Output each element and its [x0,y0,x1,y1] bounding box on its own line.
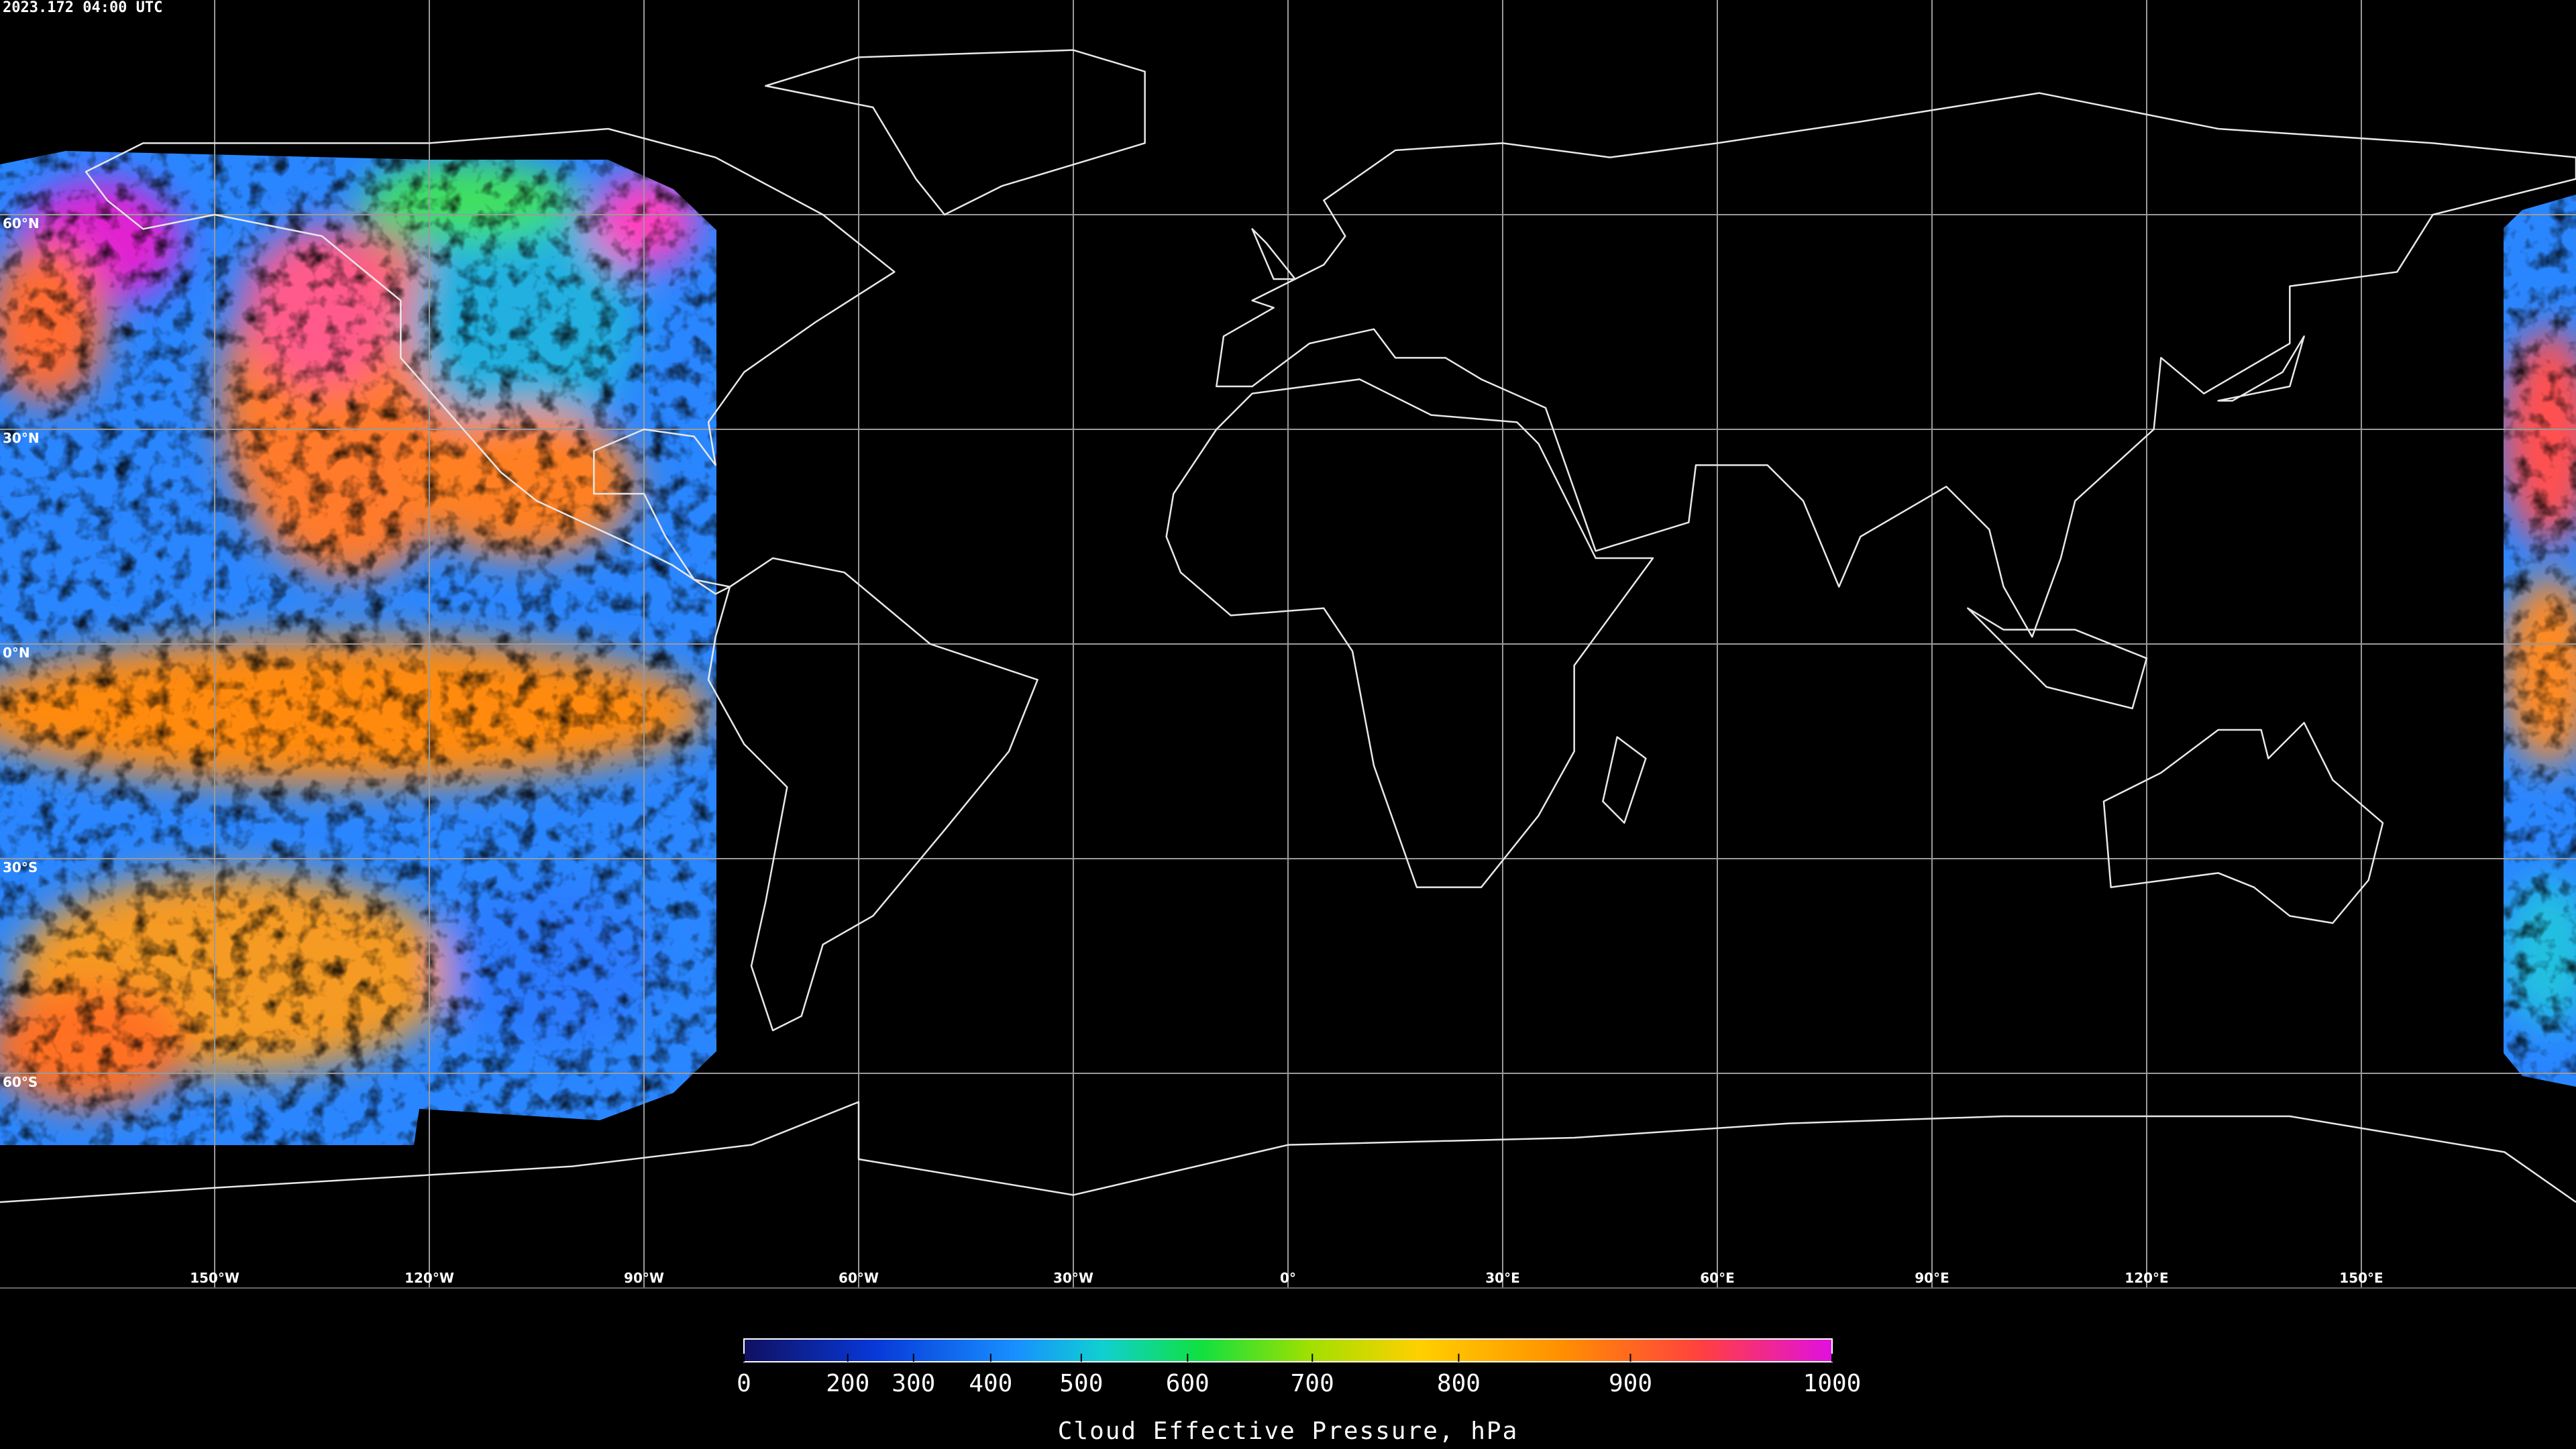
longitude-label: 150°W [190,1270,239,1286]
longitude-label: 120°E [2125,1270,2168,1286]
graticule [0,0,2576,1289]
coastline [1967,607,2148,710]
longitude-label: 90°W [624,1270,664,1286]
latitude-label: 60°N [3,215,40,231]
colorbar-tick-label: 1000 [1803,1370,1862,1397]
colorbar-tick-label: 500 [1059,1370,1103,1397]
coastline [1251,228,1296,280]
colorbar-tick-label: 200 [826,1370,869,1397]
longitude-label: 150°E [2339,1270,2383,1286]
longitude-label: 30°E [1485,1270,1520,1286]
colorbar-tick-label: 300 [892,1370,935,1397]
coastline [85,127,896,595]
coastline [2217,335,2305,402]
coastline [765,49,1146,216]
latitude-label: 30°S [3,859,38,875]
colorbar-tick-label: 0 [737,1370,751,1397]
latitude-label: 0°N [3,645,30,661]
colorbar-gradient [743,1338,1833,1362]
latitude-label: 60°S [3,1074,38,1090]
latitude-label: 30°N [3,430,40,446]
coastline [1602,736,1647,824]
coastline [707,557,1038,1032]
longitude-label: 90°E [1915,1270,1949,1286]
coastlines [0,49,2576,1203]
colorbar-title: Cloud Effective Pressure, hPa [1058,1417,1519,1445]
coastline [0,1101,2576,1203]
colorbar-tick-label: 700 [1291,1370,1334,1397]
colorbar-tick-label: 400 [969,1370,1012,1397]
coastline [1165,378,1654,888]
coastline [1216,92,2576,638]
graticule-labels: 60°N 30°N 0°N 30°S 60°S 150°W 120°W 90°W 60°W 30°… [3,215,2383,1286]
longitude-label: 30°W [1053,1270,1093,1286]
colorbar-tick-label: 600 [1166,1370,1210,1397]
longitude-label: 120°W [405,1270,454,1286]
colorbar-tick-label: 800 [1437,1370,1481,1397]
colorbar-tick-label: 900 [1609,1370,1652,1397]
longitude-label: 60°W [839,1270,879,1286]
longitude-label: 0° [1280,1270,1296,1286]
colorbar: 0 200 300 400 500 600 700 800 900 1000 Cloud Effec… [737,1338,1862,1445]
longitude-label: 60°E [1700,1270,1735,1286]
timestamp: 2023.172 04:00 UTC [3,0,162,16]
coastline [2102,722,2384,924]
